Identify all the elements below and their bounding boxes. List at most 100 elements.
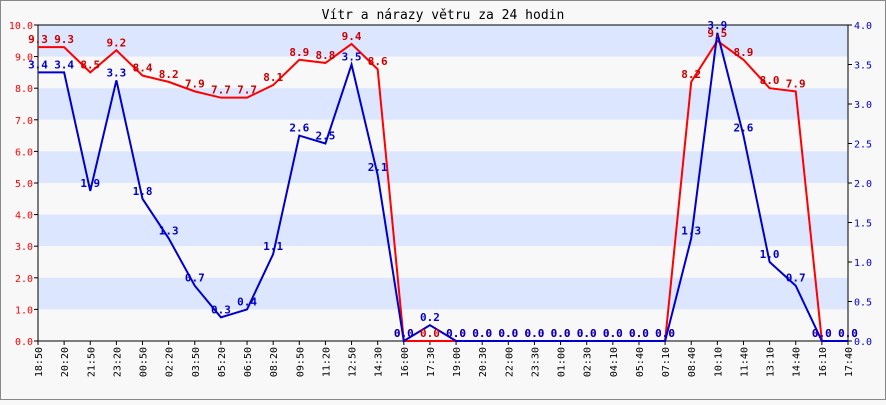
y-left-tick-label: 8.0 [15, 84, 33, 95]
x-tick-label: 08:40 [687, 347, 698, 377]
x-tick-label: 17:30 [426, 347, 437, 377]
gust-data-label: 9.3 [28, 33, 48, 46]
wind-data-label: 3.5 [342, 51, 362, 64]
x-tick-label: 21:50 [86, 347, 97, 377]
wind-data-label: 3.3 [106, 66, 126, 79]
gust-data-label: 8.5 [80, 58, 100, 71]
x-tick-label: 23:30 [530, 347, 541, 377]
gust-data-label: 0.0 [577, 327, 597, 340]
wind-data-label: 1.1 [263, 240, 283, 253]
gust-data-label: 7.7 [211, 84, 231, 97]
gust-data-label: 9.5 [707, 27, 727, 40]
wind-data-label: 2.6 [289, 122, 309, 135]
gust-data-label: 7.9 [185, 77, 205, 90]
gust-data-label: 0.0 [629, 327, 649, 340]
gust-data-label: 9.4 [342, 30, 362, 43]
wind-data-label: 1.9 [80, 177, 100, 190]
y-left-tick-label: 1.0 [15, 305, 33, 316]
x-tick-label: 20:20 [60, 347, 71, 377]
grid-band [38, 246, 848, 278]
gust-data-label: 0.0 [420, 327, 440, 340]
y-right-tick-label: 3.0 [854, 100, 872, 111]
y-right-tick-label: 3.5 [854, 61, 872, 72]
wind-data-label: 0.0 [603, 327, 623, 340]
x-tick-label: 23:20 [112, 347, 123, 377]
gust-data-label: 0.0 [655, 327, 675, 340]
x-tick-label: 10:10 [713, 347, 724, 377]
wind-data-label: 0.0 [525, 327, 545, 340]
gust-data-label: 9.2 [106, 36, 126, 49]
x-tick-label: 19:00 [452, 347, 463, 377]
wind-data-label: 0.2 [420, 311, 440, 324]
y-left-tick-label: 2.0 [15, 274, 33, 285]
x-tick-label: 08:20 [269, 347, 280, 377]
grid-band [38, 88, 848, 120]
x-tick-label: 14:30 [374, 347, 385, 377]
gust-data-label: 0.0 [838, 327, 858, 340]
grid-band [38, 151, 848, 183]
wind-data-label: 0.4 [237, 295, 257, 308]
x-tick-label: 09:50 [295, 347, 306, 377]
x-tick-label: 02:30 [583, 347, 594, 377]
y-left-tick-label: 6.0 [15, 147, 33, 158]
wind-data-label: 3.4 [28, 58, 48, 71]
x-tick-label: 05:20 [217, 347, 228, 377]
wind-data-label: 0.0 [446, 327, 466, 340]
grid-band [38, 214, 848, 247]
x-tick-label: 00:50 [139, 347, 150, 377]
grid-band [38, 119, 848, 152]
x-tick-label: 06:50 [243, 347, 254, 377]
wind-series-line [38, 32, 848, 343]
gust-data-label: 8.2 [159, 68, 179, 81]
y-left-tick-label: 7.0 [15, 116, 33, 127]
wind-data-label: 3.9 [707, 19, 727, 32]
chart-title: Vítr a nárazy větru za 24 hodin [322, 8, 565, 23]
y-left-tick-label: 4.0 [15, 211, 33, 222]
wind-data-label: 0.7 [185, 272, 205, 285]
x-tick-label: 18:50 [34, 347, 45, 377]
gust-data-label: 7.7 [237, 84, 257, 97]
x-tick-label: 14:40 [792, 347, 803, 377]
wind-data-label: 1.3 [159, 224, 179, 237]
gust-data-label: 8.9 [734, 46, 754, 59]
grid-band [38, 183, 848, 215]
wind-data-label: 0.0 [629, 327, 649, 340]
gust-data-label: 0.0 [472, 327, 492, 340]
wind-data-label: 0.0 [838, 327, 858, 340]
wind-data-label: 0.0 [655, 327, 675, 340]
wind-data-label: 0.0 [472, 327, 492, 340]
gust-data-label: 0.0 [394, 327, 414, 340]
gust-data-label: 0.0 [603, 327, 623, 340]
gust-data-label: 8.9 [289, 46, 309, 59]
wind-data-label: 1.0 [760, 248, 780, 261]
gust-data-label: 8.2 [681, 68, 701, 81]
x-tick-label: 05:40 [635, 347, 646, 377]
x-tick-label: 11:40 [739, 347, 750, 377]
x-tick-label: 17:40 [844, 347, 855, 377]
y-left-tick-label: 5.0 [15, 179, 33, 190]
wind-data-label: 1.3 [681, 224, 701, 237]
grid-band [38, 309, 848, 341]
gust-data-label: 8.0 [760, 74, 780, 87]
gust-data-label: 0.0 [446, 327, 466, 340]
gust-data-label: 8.6 [368, 55, 388, 68]
x-tick-label: 13:10 [766, 347, 777, 377]
y-right-tick-label: 2.0 [854, 179, 872, 190]
y-right-tick-label: 0.5 [854, 298, 872, 309]
y-right-tick-label: 1.5 [854, 219, 872, 230]
grid-band [38, 25, 848, 57]
x-tick-label: 01:00 [557, 347, 568, 377]
wind-data-label: 0.0 [551, 327, 571, 340]
y-right-tick-label: 1.0 [854, 258, 872, 269]
wind-data-label: 0.0 [812, 327, 832, 340]
wind-data-label: 0.3 [211, 303, 231, 316]
gust-data-label: 8.4 [133, 62, 153, 75]
wind-data-label: 0.0 [498, 327, 518, 340]
gust-data-label: 7.9 [786, 77, 806, 90]
x-tick-label: 16:10 [818, 347, 829, 377]
gust-data-label: 0.0 [525, 327, 545, 340]
x-tick-label: 07:10 [661, 347, 672, 377]
x-tick-label: 12:50 [348, 347, 359, 377]
